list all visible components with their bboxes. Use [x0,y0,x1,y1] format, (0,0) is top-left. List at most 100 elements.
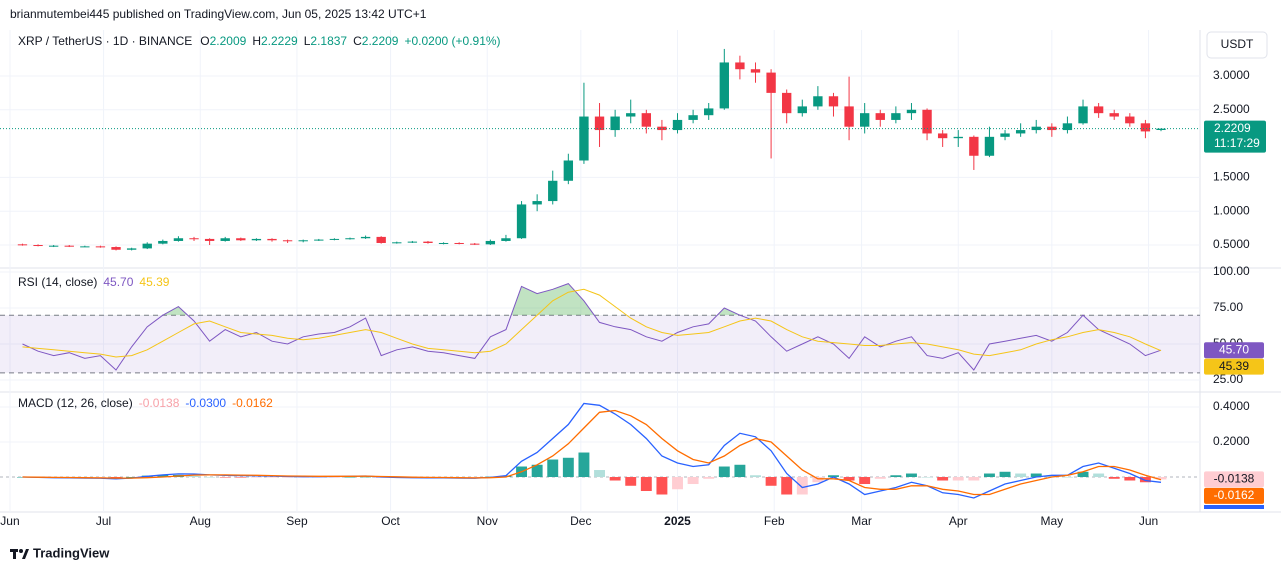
axis-value-label: -0.0162 [1214,488,1255,502]
x-tick-label: Aug [190,514,211,528]
candle-body [641,113,652,127]
y-tick-label: 0.5000 [1213,237,1250,251]
axis-value-tag [1204,487,1264,504]
histogram-bar [547,459,559,478]
histogram-bar [750,475,761,478]
ohlc-value: 2.2009 [210,34,247,48]
candle-body [1062,123,1073,131]
y-tick-label: 75.00 [1213,300,1243,314]
histogram-bar [1108,477,1120,479]
histogram-bar [1030,473,1042,478]
macd-legend-value: -0.0300 [185,396,226,410]
x-tick-label: Nov [477,514,498,528]
histogram-bar [983,473,995,478]
candle-body [485,240,496,245]
histogram-bar [1015,473,1027,478]
histogram-bar [874,477,886,479]
currency[interactable]: USDT [1221,37,1254,51]
axis-value-tag [1204,342,1264,359]
candle-body [672,119,683,131]
macd-line [22,409,1162,496]
candle-body [875,113,885,120]
macd-legend-value: -0.0162 [232,396,273,410]
histogram-bar [812,477,824,483]
histogram-bar [765,477,777,486]
histogram-bar [282,477,294,478]
candle-body [189,238,199,240]
histogram-bar [718,466,730,478]
histogram-bar [531,464,543,478]
candle-body [1125,116,1135,124]
candle-body [220,238,230,241]
candle-body [1015,130,1026,134]
histogram-bar [1061,477,1073,478]
candle-body [532,201,542,205]
rsi-line [22,288,1162,358]
x-tick-label: Oct [381,514,400,528]
candle-body [329,238,340,240]
y-tick-label: 0.2000 [1213,434,1250,448]
candle-body [251,238,262,241]
axis-value-tag [1204,471,1264,488]
candle-body [984,136,995,156]
candle-body [1109,113,1119,117]
candle-body [17,244,28,246]
candle-body [360,236,371,239]
y-tick-label: 0.4000 [1213,399,1250,413]
candle-body [516,204,527,239]
histogram-bar [687,477,699,485]
x-tick-label: 2025 [664,514,691,528]
histogram-bar [1093,473,1105,478]
histogram-bar [968,477,980,481]
histogram-bar [266,477,278,478]
candle-body [610,116,620,131]
candle-body [111,247,121,250]
rsi-legend-value: 45.39 [139,275,169,289]
candle-body [80,246,90,248]
candle-body [95,246,106,248]
candle-body [48,245,59,247]
change: +0.0200 (+0.91%) [404,34,500,48]
x-tick-label: Apr [949,514,968,528]
candle-body [126,248,137,250]
x-tick-label: Dec [570,514,591,528]
macd-legend: MACD (12, 26, close) -0.0138 -0.0300 -0.016… [18,396,273,410]
candles [17,48,1166,251]
histogram-bar [126,477,138,478]
candle-body [173,238,184,241]
candle-body [828,96,839,107]
candle-body [423,241,433,243]
candle-body [594,116,605,131]
macd-tag-edge [1204,505,1264,509]
countdown: 11:17:29 [1214,136,1260,150]
histogram-bar [999,471,1011,478]
brand-logo [10,549,29,559]
histogram-bar [781,477,793,495]
candle-body [470,243,480,245]
candle-body [766,72,776,93]
histogram-bar [843,477,855,481]
y-tick-label: 25.00 [1213,372,1243,386]
x-tick-label: Sep [286,514,308,528]
histogram-bar [1124,477,1136,481]
macd-legend-value: -0.0138 [139,396,180,410]
histogram-bar [734,464,746,478]
candle-body [236,238,246,241]
axis-value-tag [1204,358,1264,375]
histogram-bar [204,477,216,478]
candle-body [407,241,418,243]
candle-body [891,113,901,120]
histogram-bar [703,477,715,479]
candle-body [563,160,574,181]
histogram-bar [640,477,652,492]
currency-button[interactable] [1206,31,1268,59]
histogram-bar [1139,477,1151,483]
candle-body [438,242,449,244]
candle-body [314,239,324,241]
y-tick-label: 1.0000 [1213,203,1250,217]
candle-body [345,238,355,240]
candle-body [1093,106,1104,114]
histogram-bar [796,477,808,495]
ohlc-letter: L [304,34,311,48]
